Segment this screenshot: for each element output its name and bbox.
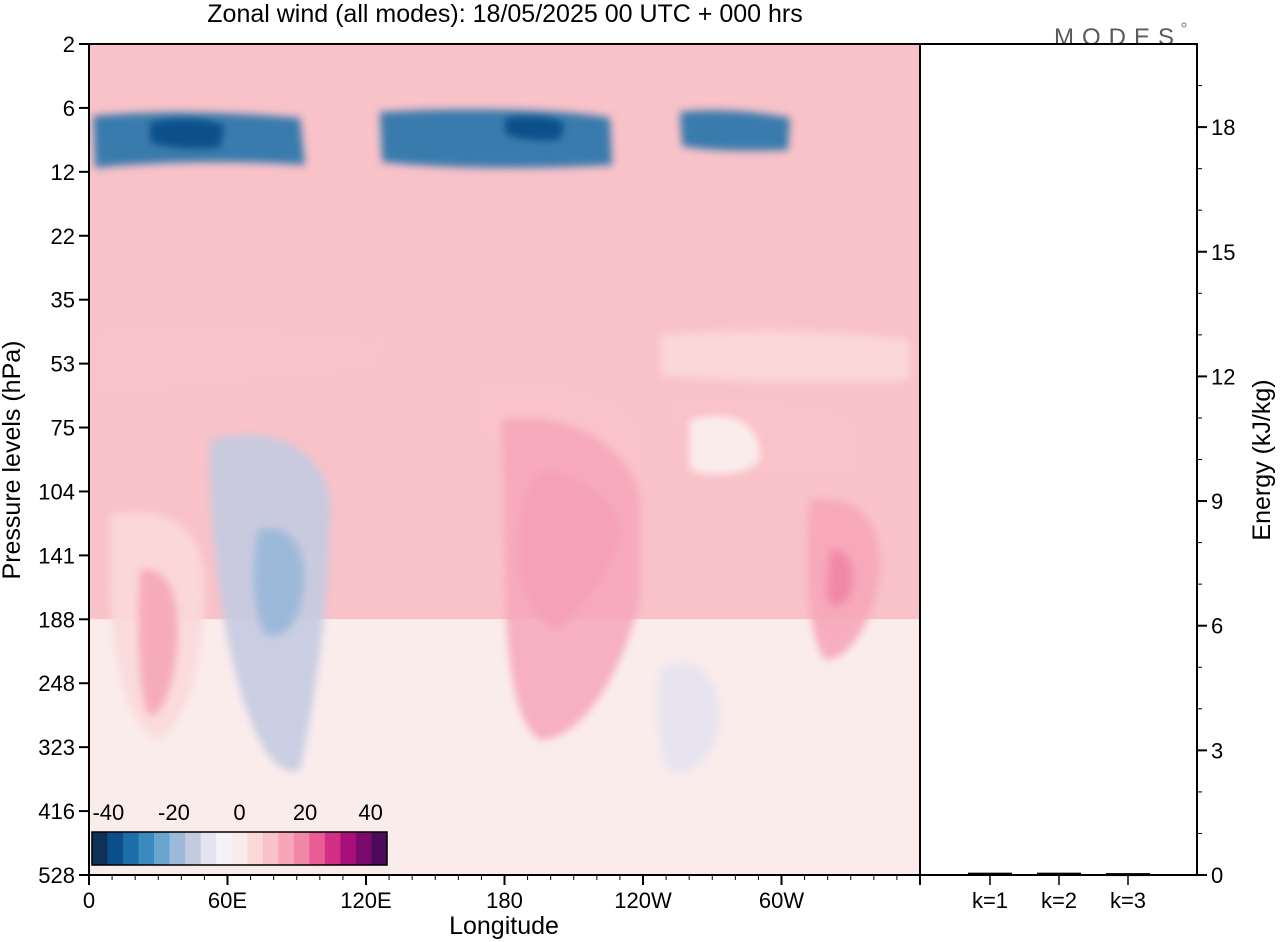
- colorbar-tick-label: 20: [293, 800, 317, 825]
- colorbar-swatch: [231, 832, 248, 865]
- energy-panel-frame: [919, 43, 1198, 876]
- colorbar-swatch: [216, 832, 233, 865]
- energy-axis-label: Energy (kJ/kg): [1248, 379, 1276, 540]
- y-tick-label: 53: [51, 352, 75, 377]
- energy-bar: [1037, 872, 1081, 876]
- colorbar-tick-label: 40: [358, 800, 382, 825]
- y-tick-label: 104: [38, 479, 75, 504]
- y-tick-label: 35: [51, 288, 75, 313]
- pressure-axis: 2 6 12 22 35 53 75 104 141 188 248 323 416 528: [38, 32, 89, 888]
- colorbar-tick-label: -40: [92, 800, 124, 825]
- energy-axis: 0 3 6 9 12 15 18: [1197, 85, 1235, 888]
- x-tick-label: 60W: [759, 888, 804, 913]
- colorbar-swatch: [154, 832, 170, 865]
- energy-tick-label: 6: [1211, 614, 1223, 639]
- colorbar-swatch: [262, 832, 279, 865]
- chart-title: Zonal wind (all modes): 18/05/2025 00 UT…: [207, 0, 802, 28]
- energy-tick-label: 0: [1211, 863, 1223, 888]
- y-tick-label: 141: [38, 543, 75, 568]
- x-tick-label: 120W: [614, 888, 672, 913]
- colorbar-frame: [91, 831, 388, 866]
- colorbar-swatch: [200, 832, 217, 865]
- y-tick-label: 6: [63, 96, 75, 121]
- y-tick-label: 248: [38, 671, 75, 696]
- y-tick-label: 323: [38, 735, 75, 760]
- energy-tick-label: 9: [1211, 489, 1223, 514]
- y-tick-label: 75: [51, 416, 75, 441]
- y-tick-label: 528: [38, 863, 75, 888]
- energy-tick-label: 12: [1211, 364, 1235, 389]
- colorbar-swatch: [324, 832, 341, 865]
- x-tick-label: 60E: [208, 888, 247, 913]
- colorbar-swatch: [247, 832, 264, 865]
- y-tick-label: 2: [63, 32, 75, 57]
- colorbar: -40 -20 0 20 40: [91, 800, 388, 866]
- y-tick-label: 188: [38, 607, 75, 632]
- y-axis-label: Pressure levels (hPa): [0, 341, 26, 580]
- colorbar-swatch: [355, 832, 372, 865]
- colorbar-tick-label: 0: [233, 800, 245, 825]
- energy-tick-label: 3: [1211, 738, 1223, 763]
- longitude-axis: 0 60E 120E 180 120W 60W: [83, 875, 921, 913]
- energy-tick-label: 18: [1211, 115, 1235, 140]
- k-label: k=1: [972, 888, 1008, 913]
- energy-bar: [968, 872, 1012, 876]
- energy-tick-label: 15: [1211, 240, 1235, 265]
- colorbar-swatch: [293, 832, 310, 865]
- x-tick-label: 0: [83, 888, 95, 913]
- zonal-wind-heatmap: [89, 44, 920, 875]
- x-axis-label: Longitude: [449, 912, 559, 940]
- y-tick-label: 12: [51, 160, 75, 185]
- x-tick-label: 120E: [340, 888, 391, 913]
- energy-bar: [1106, 873, 1150, 877]
- y-tick-label: 416: [38, 799, 75, 824]
- x-tick-label: 180: [486, 888, 523, 913]
- colorbar-swatch: [371, 832, 388, 865]
- colorbar-swatch: [138, 832, 155, 865]
- colorbar-swatch: [169, 832, 186, 865]
- k-label: k=2: [1041, 888, 1077, 913]
- colorbar-swatch: [92, 832, 108, 865]
- y-tick-label: 22: [51, 224, 75, 249]
- colorbar-swatch: [309, 832, 326, 865]
- logo-registered-mark: [1181, 22, 1187, 28]
- colorbar-swatch: [278, 832, 295, 865]
- colorbar-tick-label: -20: [158, 800, 190, 825]
- heatmap-cells: [90, 109, 910, 875]
- colorbar-swatch: [123, 832, 139, 865]
- k-label: k=3: [1110, 888, 1146, 913]
- colorbar-swatch: [107, 832, 124, 865]
- colorbar-swatch: [340, 832, 357, 865]
- colorbar-swatch: [185, 832, 201, 865]
- energy-bars: k=1 k=2 k=3: [968, 872, 1150, 913]
